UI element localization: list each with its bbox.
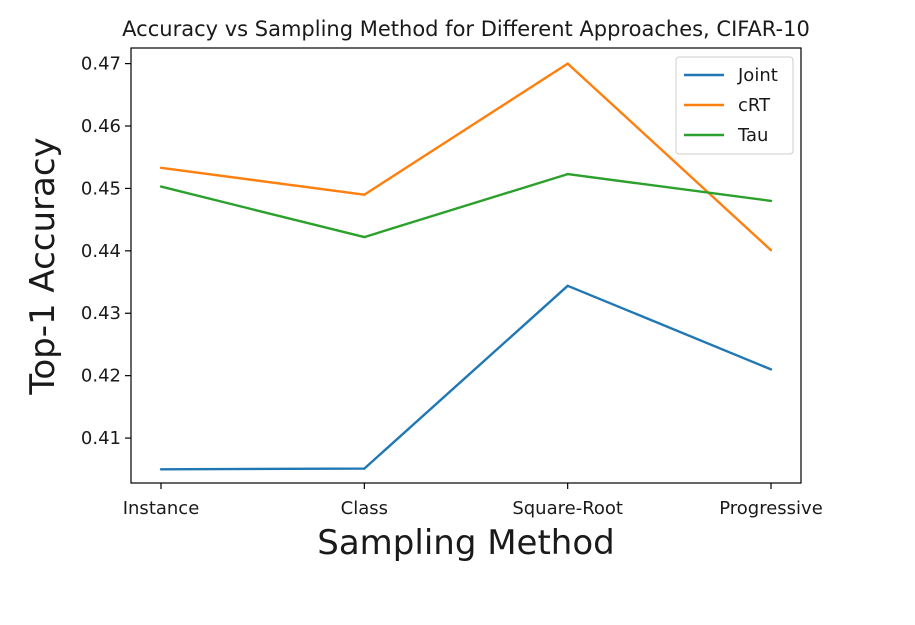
y-tick-label: 0.44 xyxy=(81,241,121,262)
legend-box xyxy=(675,56,794,155)
series-line-tau xyxy=(160,172,772,239)
y-tick-label: 0.46 xyxy=(81,116,121,137)
y-tick-label: 0.43 xyxy=(81,303,121,324)
data-point-tau xyxy=(769,199,773,203)
data-point-tau xyxy=(159,185,163,188)
plot-marks xyxy=(159,62,773,471)
data-point-crt xyxy=(159,166,163,170)
x-tick-label: Class xyxy=(341,498,388,519)
y-tick-label: 0.41 xyxy=(81,428,121,449)
y-tick-label: 0.47 xyxy=(81,54,121,75)
series-line-crt xyxy=(160,62,772,252)
chart-title: Accuracy vs Sampling Method for Differen… xyxy=(122,17,810,41)
x-tick-label: Square-Root xyxy=(512,498,623,519)
data-point-crt xyxy=(769,249,773,252)
data-point-joint xyxy=(363,467,366,470)
legend-label-joint: Joint xyxy=(737,65,778,86)
x-tick-label: Instance xyxy=(123,498,200,519)
data-point-joint xyxy=(566,284,569,287)
x-axis-title: Sampling Method xyxy=(317,523,614,563)
legend: Joint cRT Tau xyxy=(675,56,794,155)
legend-label-tau: Tau xyxy=(737,125,768,146)
data-point-crt xyxy=(566,62,569,65)
data-point-joint xyxy=(769,368,773,371)
y-tick-label: 0.45 xyxy=(81,178,121,199)
legend-label-crt: cRT xyxy=(738,95,771,116)
y-axis-title: Top-1 Accuracy xyxy=(23,137,63,395)
y-tick-label: 0.42 xyxy=(81,366,121,387)
data-point-tau xyxy=(363,235,366,239)
data-point-tau xyxy=(566,172,569,176)
data-point-crt xyxy=(363,193,366,196)
x-tick-label: Progressive xyxy=(719,498,823,519)
series-line-joint xyxy=(160,284,772,471)
plot-frame xyxy=(130,47,802,484)
axes: 0.41 0.42 0.43 0.44 0.45 0.46 0.47 Instance Clas… xyxy=(81,54,823,519)
data-point-joint xyxy=(159,468,163,471)
